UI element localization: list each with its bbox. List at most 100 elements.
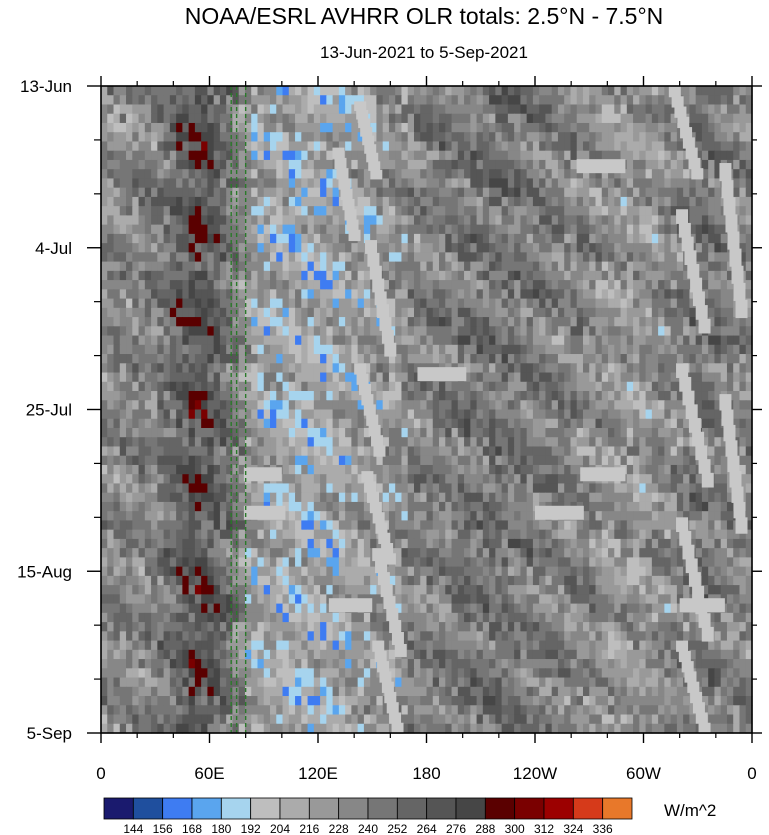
- olr-cell: [432, 270, 440, 281]
- olr-cell: [226, 372, 234, 383]
- olr-cell: [157, 122, 165, 133]
- olr-cell: [132, 409, 140, 420]
- olr-cell: [126, 520, 133, 531]
- olr-cell: [608, 178, 615, 189]
- olr-cell: [432, 289, 440, 300]
- olr-cell: [658, 455, 665, 466]
- olr-cell: [608, 233, 615, 244]
- olr-cell: [495, 335, 503, 346]
- olr-cell: [238, 354, 246, 364]
- olr-cell: [514, 326, 521, 337]
- olr-cell: [495, 141, 503, 152]
- olr-cell: [182, 409, 190, 420]
- olr-cell: [307, 400, 315, 411]
- olr-cell: [608, 243, 615, 253]
- olr-cell: [439, 381, 446, 392]
- olr-cell: [520, 280, 528, 290]
- olr-cell: [157, 409, 165, 420]
- olr-cell: [332, 261, 340, 272]
- olr-cell: [157, 159, 165, 170]
- olr-cell: [351, 86, 359, 96]
- olr-cell: [307, 298, 315, 309]
- olr-cell: [545, 104, 553, 115]
- olr-cell: [726, 270, 734, 281]
- olr-cell: [395, 354, 403, 364]
- olr-cell: [188, 391, 196, 401]
- olr-cell: [288, 391, 296, 401]
- olr-cell: [582, 113, 590, 124]
- olr-cell: [263, 326, 271, 337]
- olr-cell: [270, 224, 277, 235]
- olr-cell: [226, 298, 234, 309]
- olr-cell: [445, 317, 453, 327]
- olr-cell: [526, 233, 534, 244]
- olr-cell: [113, 261, 121, 272]
- olr-cell: [345, 520, 352, 531]
- olr-cell: [745, 501, 753, 512]
- olr-cell: [695, 409, 703, 420]
- olr-cell: [451, 474, 459, 485]
- olr-cell: [201, 289, 209, 300]
- olr-cell: [407, 446, 415, 457]
- olr-cell: [176, 464, 183, 475]
- olr-cell: [276, 104, 284, 115]
- olr-cell: [126, 344, 133, 355]
- olr-cell: [313, 86, 321, 96]
- olr-cell: [313, 483, 321, 494]
- olr-cell: [714, 381, 722, 392]
- olr-cell: [658, 464, 665, 475]
- olr-cell: [464, 113, 471, 124]
- olr-cell: [564, 233, 572, 244]
- olr-cell: [101, 252, 108, 263]
- olr-cell: [526, 381, 534, 392]
- olr-cell: [232, 95, 240, 106]
- olr-cell: [576, 483, 584, 494]
- olr-cell: [201, 233, 209, 244]
- olr-cell: [420, 122, 428, 133]
- olr-cell: [432, 381, 440, 392]
- olr-cell: [126, 354, 133, 364]
- olr-cell: [138, 132, 146, 143]
- olr-cell: [138, 261, 146, 272]
- olr-cell: [658, 141, 665, 152]
- olr-cell: [151, 289, 158, 300]
- olr-cell: [207, 224, 215, 235]
- olr-cell: [219, 464, 227, 475]
- olr-cell: [151, 233, 158, 244]
- olr-cell: [295, 233, 302, 244]
- olr-cell: [639, 446, 647, 457]
- olr-cell: [589, 243, 597, 253]
- olr-cell: [582, 280, 590, 290]
- olr-cell: [745, 446, 753, 457]
- olr-cell: [113, 233, 121, 244]
- olr-cell: [370, 391, 378, 401]
- olr-cell: [639, 169, 647, 180]
- olr-cell: [163, 511, 171, 522]
- olr-cell: [726, 132, 734, 143]
- olr-cell: [320, 400, 327, 411]
- olr-cell: [708, 400, 716, 411]
- olr-cell: [633, 418, 640, 429]
- olr-cell: [101, 418, 108, 429]
- olr-cell: [201, 215, 209, 226]
- olr-cell: [238, 141, 246, 152]
- olr-cell: [689, 344, 697, 355]
- olr-cell: [639, 95, 647, 106]
- olr-cell: [207, 400, 215, 411]
- olr-cell: [357, 427, 365, 438]
- olr-cell: [576, 113, 584, 124]
- olr-cell: [113, 187, 121, 198]
- olr-cell: [126, 501, 133, 512]
- olr-cell: [413, 104, 421, 115]
- olr-cell: [664, 224, 672, 235]
- olr-cell: [144, 372, 152, 383]
- olr-cell: [163, 427, 171, 438]
- olr-cell: [282, 206, 290, 216]
- olr-cell: [219, 326, 227, 337]
- olr-cell: [276, 206, 284, 216]
- olr-cell: [645, 520, 653, 531]
- olr-cell: [564, 354, 572, 364]
- olr-cell: [413, 261, 421, 272]
- olr-cell: [226, 122, 234, 133]
- olr-cell: [539, 252, 547, 263]
